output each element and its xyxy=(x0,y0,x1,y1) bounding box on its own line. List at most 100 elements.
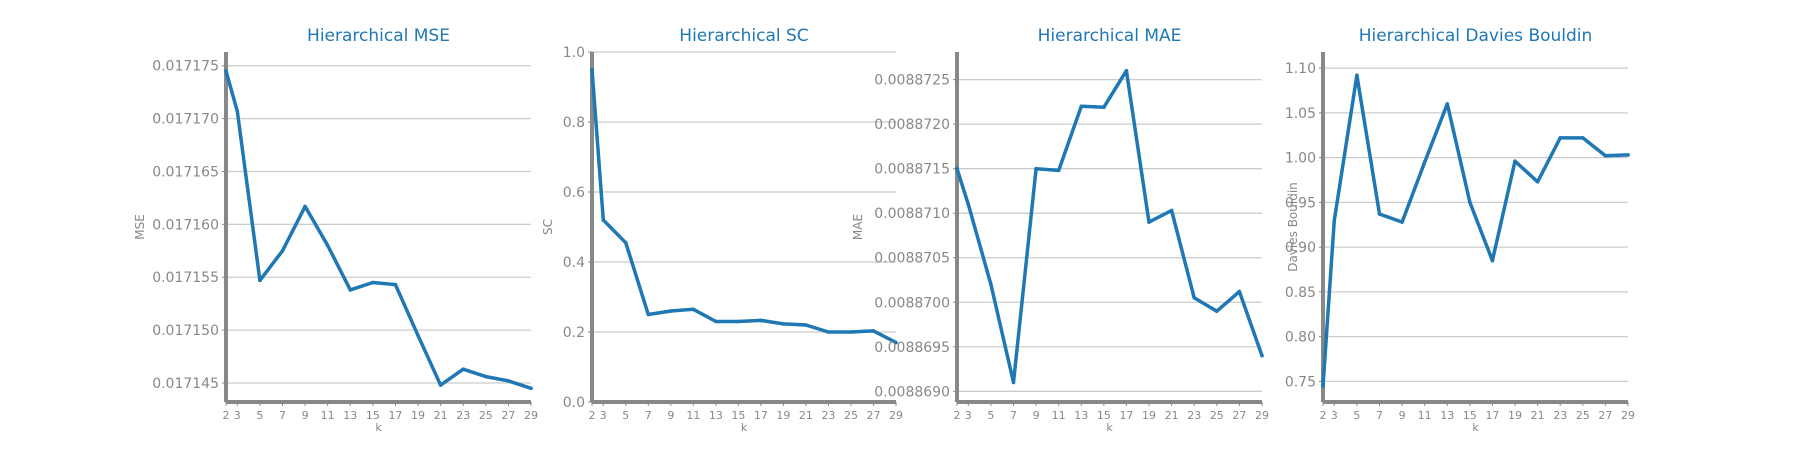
x-tick-label: 3 xyxy=(234,409,241,422)
x-tick-label: 11 xyxy=(1418,409,1432,422)
x-tick-label: 15 xyxy=(1097,409,1111,422)
data-point xyxy=(325,243,330,248)
data-point xyxy=(759,318,763,323)
data-point xyxy=(1260,353,1264,358)
data-point xyxy=(646,312,651,317)
x-axis-label: k xyxy=(741,421,748,434)
x-tick-label: 29 xyxy=(1255,409,1269,422)
series-line xyxy=(955,68,1264,385)
x-tick-label: 13 xyxy=(343,409,357,422)
data-point xyxy=(714,319,718,324)
x-tick-label: 27 xyxy=(866,409,880,422)
data-point xyxy=(1355,73,1359,78)
x-tick-label: 3 xyxy=(1331,409,1338,422)
data-point xyxy=(1377,212,1382,216)
data-point xyxy=(1192,296,1197,300)
y-axis-label: MAE xyxy=(851,214,865,240)
x-tick-label: 2 xyxy=(589,409,596,422)
y-tick-label: 0.0088710 xyxy=(874,206,950,222)
data-point xyxy=(280,248,285,253)
data-point xyxy=(1603,154,1608,158)
data-point xyxy=(669,309,673,313)
data-point xyxy=(1215,309,1219,313)
chart-3: 0.0088690 0.0088695 0.0088700 0.0088705 0.00… xyxy=(851,26,1269,434)
x-tick-label: 23 xyxy=(456,409,470,422)
y-tick-label: 0.017170 xyxy=(152,112,219,128)
data-point xyxy=(1626,153,1630,157)
data-point xyxy=(1490,258,1495,263)
x-tick-label: 25 xyxy=(844,409,858,422)
data-point xyxy=(224,69,228,73)
x-tick-label: 27 xyxy=(1232,409,1246,422)
data-point xyxy=(894,340,898,345)
y-tick-label: 0.017175 xyxy=(152,59,219,75)
data-point xyxy=(826,330,831,334)
x-tick-label: 9 xyxy=(667,409,674,422)
x-tick-label: 3 xyxy=(600,409,607,422)
y-tick-label: 1.00 xyxy=(1285,151,1316,167)
y-tick-label: 0.017165 xyxy=(152,164,219,180)
y-tick-label: 0.0088715 xyxy=(874,162,950,178)
chart-4: 0.75 0.80 0.85 0.90 0.95 1.00 1.05 1.10 2 3 5 7 9 11 1… xyxy=(1285,26,1635,434)
data-point xyxy=(1147,220,1151,224)
x-tick-label: 25 xyxy=(1210,409,1224,422)
x-tick-label: 7 xyxy=(1010,409,1017,422)
data-point xyxy=(529,386,533,391)
x-tick-label: 5 xyxy=(622,409,629,422)
x-tick-label: 13 xyxy=(709,409,723,422)
x-tick-label: 21 xyxy=(1165,409,1179,422)
chart-title: Hierarchical MAE xyxy=(1038,26,1182,46)
y-tick-label: 0.8 xyxy=(563,115,585,131)
x-tick-label: 9 xyxy=(1033,409,1040,422)
y-tick-label: 0.0088700 xyxy=(874,295,950,311)
x-tick-label: 19 xyxy=(1142,409,1156,422)
data-point xyxy=(1056,168,1061,173)
x-axis-label: k xyxy=(1106,421,1113,434)
x-tick-label: 29 xyxy=(1621,409,1635,422)
chart-title: Hierarchical SC xyxy=(679,26,808,46)
y-tick-label: 0.0088690 xyxy=(874,384,950,400)
x-tick-label: 5 xyxy=(256,409,263,422)
data-point xyxy=(235,109,240,114)
x-tick-label: 15 xyxy=(1463,409,1477,422)
series-line xyxy=(1321,73,1630,388)
y-tick-label: 0.85 xyxy=(1285,285,1316,301)
data-point xyxy=(506,379,511,383)
x-tick-label: 9 xyxy=(302,409,309,422)
data-point xyxy=(1321,384,1325,388)
data-point xyxy=(1169,208,1174,213)
data-point xyxy=(1535,179,1540,184)
y-tick-label: 0.95 xyxy=(1285,195,1316,211)
x-tick-label: 11 xyxy=(321,409,335,422)
y-tick-label: 1.0 xyxy=(563,45,585,61)
data-point xyxy=(955,166,959,171)
x-tick-label: 17 xyxy=(1119,409,1133,422)
x-tick-label: 3 xyxy=(965,409,972,422)
y-tick-label: 0.017150 xyxy=(152,323,219,339)
data-point xyxy=(1558,136,1563,140)
data-point xyxy=(601,218,606,222)
data-point xyxy=(416,333,420,338)
x-tick-label: 2 xyxy=(954,409,961,422)
x-axis-label: k xyxy=(1472,421,1479,434)
x-tick-label: 5 xyxy=(987,409,994,422)
y-tick-label: 0.0088695 xyxy=(874,340,950,356)
x-tick-label: 11 xyxy=(686,409,700,422)
data-point xyxy=(623,240,628,245)
data-point xyxy=(1237,289,1242,294)
x-tick-label: 19 xyxy=(776,409,790,422)
x-tick-label: 23 xyxy=(1553,409,1567,422)
data-point xyxy=(989,282,993,287)
y-tick-label: 0.4 xyxy=(563,255,585,271)
data-point xyxy=(1124,68,1129,73)
data-point xyxy=(691,307,696,312)
x-tick-label: 7 xyxy=(645,409,652,422)
y-tick-label: 0.0088720 xyxy=(874,117,950,133)
data-point xyxy=(1102,105,1106,110)
chart-title: Hierarchical MSE xyxy=(307,26,450,46)
x-tick-label: 19 xyxy=(411,409,425,422)
y-tick-label: 1.10 xyxy=(1285,61,1316,77)
data-point xyxy=(1034,166,1038,171)
